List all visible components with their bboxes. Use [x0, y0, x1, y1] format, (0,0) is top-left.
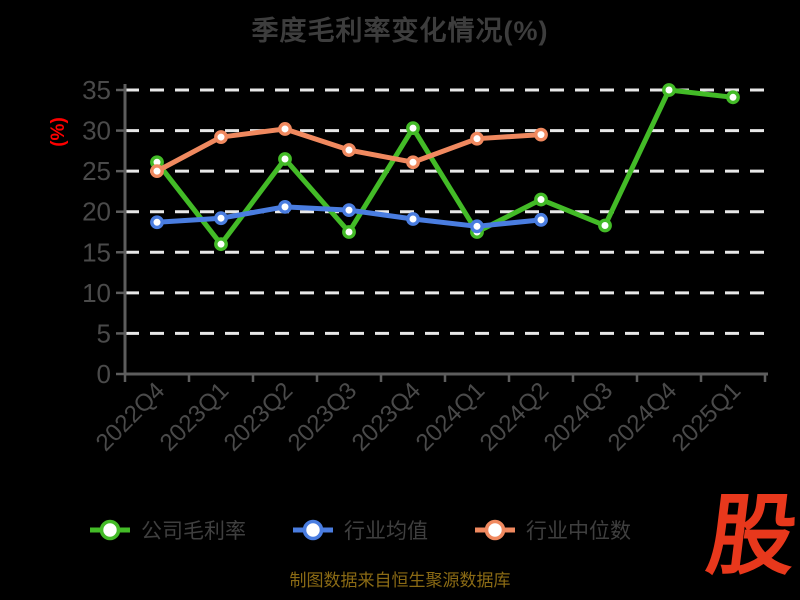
data-point-industry-average [278, 199, 292, 214]
chart-legend: 公司毛利率 行业均值 行业中位数 [0, 515, 720, 545]
x-tick-label: 2023Q3 [283, 377, 362, 456]
data-point-company-gross-margin [342, 225, 356, 239]
data-point-company-gross-margin [214, 237, 228, 252]
legend-item-company-gross-margin[interactable]: 公司毛利率 [89, 515, 246, 545]
x-tick-label: 2024Q1 [411, 377, 490, 456]
x-tick-label: 2024Q3 [539, 377, 618, 456]
legend-label-industry-average: 行业均值 [344, 520, 428, 543]
y-axis-unit-label: (%) [48, 117, 69, 147]
y-tick-label: 10 [82, 278, 111, 308]
y-tick-label: 0 [97, 359, 111, 389]
series-industry-median [150, 122, 548, 179]
data-point-industry-median [534, 127, 548, 142]
data-point-industry-median [214, 130, 228, 144]
y-tick-label: 30 [82, 116, 111, 146]
x-tick-label: 2023Q4 [347, 377, 426, 456]
data-point-company-gross-margin [662, 83, 676, 97]
data-point-company-gross-margin [278, 152, 292, 166]
data-point-industry-average [534, 212, 548, 227]
legend-label-industry-median: 行业中位数 [526, 520, 631, 543]
x-tick-label: 2022Q4 [91, 377, 170, 456]
data-point-industry-median [406, 155, 420, 170]
y-tick-label: 5 [97, 318, 111, 348]
data-point-company-gross-margin [726, 90, 740, 105]
x-tick-label: 2023Q1 [155, 377, 234, 456]
data-point-industry-average [342, 203, 356, 217]
y-tick-label: 25 [82, 156, 111, 186]
data-point-industry-median [278, 122, 292, 136]
data-point-industry-average [470, 219, 484, 234]
data-point-industry-median [150, 164, 164, 179]
y-tick-label: 35 [82, 75, 111, 105]
data-point-company-gross-margin [598, 218, 612, 233]
data-point-company-gross-margin [406, 121, 420, 136]
gridlines [125, 88, 765, 335]
logo-gu: 股 [701, 486, 800, 585]
series-industry-average [150, 199, 548, 234]
data-source-note: 制图数据来自恒生聚源数据库 [289, 571, 511, 590]
legend-item-industry-average[interactable]: 行业均值 [292, 515, 428, 545]
legend-label-company-gross-margin: 公司毛利率 [141, 520, 246, 543]
legend-item-industry-median[interactable]: 行业中位数 [474, 515, 631, 545]
legend-marker-icon-industry-average [293, 519, 333, 541]
series-line-company-gross-margin [154, 87, 736, 247]
data-point-industry-median [470, 131, 484, 146]
y-tick-label: 15 [82, 237, 111, 267]
data-point-industry-average [406, 212, 420, 226]
axes: 051015202530352022Q42023Q12023Q22023Q320… [82, 75, 768, 457]
data-point-industry-median [342, 143, 356, 157]
x-tick-label: 2024Q4 [603, 377, 682, 456]
legend-marker-icon-industry-median [475, 519, 515, 541]
data-point-company-gross-margin [534, 192, 548, 207]
x-tick-label: 2025Q1 [667, 377, 746, 456]
y-tick-label: 20 [82, 197, 111, 227]
chart-title: 季度毛利率变化情况(%) [251, 16, 549, 46]
data-point-industry-average [214, 211, 228, 226]
data-point-industry-average [150, 215, 164, 230]
x-tick-label: 2024Q2 [475, 377, 554, 456]
legend-marker-icon-company-gross-margin [90, 519, 130, 541]
x-tick-label: 2023Q2 [219, 377, 298, 456]
